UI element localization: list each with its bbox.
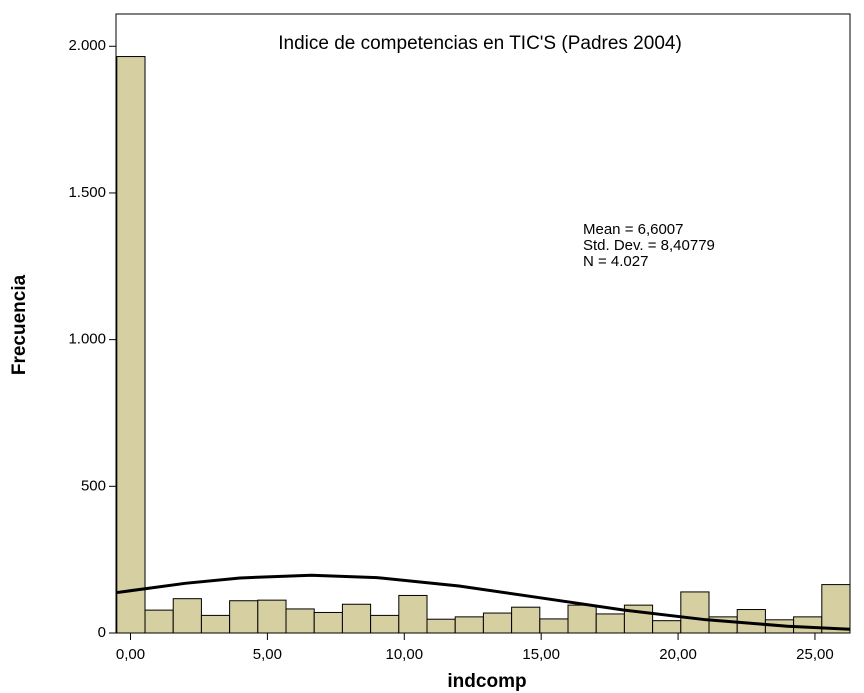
bar <box>398 594 428 634</box>
bar <box>511 606 541 634</box>
bar <box>257 599 287 634</box>
chart-title: Indice de competencias en TIC'S (Padres … <box>278 33 682 54</box>
bar <box>680 591 710 634</box>
bar <box>144 609 174 634</box>
bar <box>539 618 569 634</box>
bar <box>116 56 146 634</box>
x-axis-label: indcomp <box>447 671 526 692</box>
annotation: N = 4.027 <box>583 253 648 270</box>
y-tick-label: 1.500 <box>68 184 106 201</box>
bar <box>285 608 315 634</box>
x-tick-label: 15,00 <box>522 646 560 663</box>
bar <box>200 614 231 634</box>
bar <box>341 603 372 634</box>
bar <box>454 616 484 634</box>
bar <box>595 613 625 634</box>
y-tick-label: 2.000 <box>68 37 106 54</box>
x-tick-label: 5,00 <box>253 646 282 663</box>
y-tick-label: 1.000 <box>68 331 106 348</box>
bar <box>313 611 343 634</box>
y-axis-label: Frecuencia <box>9 274 30 375</box>
x-tick-label: 10,00 <box>386 646 424 663</box>
plot-frame <box>115 13 851 634</box>
bar <box>793 616 823 634</box>
normal-curve <box>116 573 851 631</box>
x-tick-label: 20,00 <box>659 646 697 663</box>
bar <box>567 604 597 634</box>
bar <box>426 618 456 634</box>
bar <box>482 612 513 634</box>
bar <box>370 614 400 634</box>
bar <box>821 584 851 634</box>
bar <box>229 600 259 634</box>
x-tick-label: 0,00 <box>116 646 145 663</box>
annotation: Mean = 6,6007 <box>583 221 684 238</box>
bar <box>652 620 682 634</box>
y-tick-label: 0 <box>98 624 106 641</box>
bar <box>172 598 202 634</box>
annotation: Std. Dev. = 8,40779 <box>583 237 715 254</box>
x-tick-label: 25,00 <box>796 646 834 663</box>
y-tick-label: 500 <box>81 477 106 494</box>
